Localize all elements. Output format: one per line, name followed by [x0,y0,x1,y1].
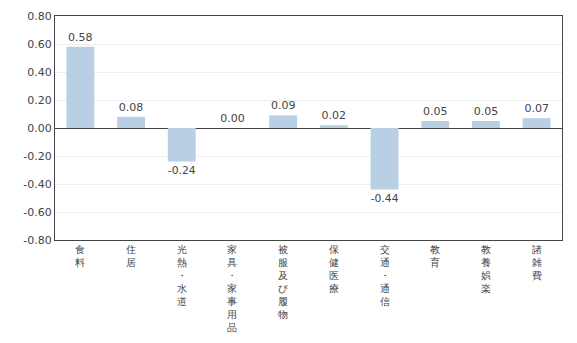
svg-text:-0.44: -0.44 [371,192,399,205]
svg-text:0.05: 0.05 [474,105,499,118]
svg-text:-0.60: -0.60 [23,206,51,219]
svg-text:諸雑費: 諸雑費 [532,244,542,281]
svg-text:0.40: 0.40 [27,66,52,79]
svg-text:食料: 食料 [75,244,85,268]
svg-text:保健医療: 保健医療 [329,244,339,294]
svg-text:0.00: 0.00 [27,122,52,135]
svg-text:0.05: 0.05 [423,105,448,118]
svg-text:0.00: 0.00 [220,112,245,125]
svg-text:光熱・水道: 光熱・水道 [177,244,187,307]
svg-text:-0.20: -0.20 [23,150,51,163]
svg-text:0.07: 0.07 [524,102,549,115]
svg-text:0.02: 0.02 [322,109,347,122]
svg-text:家具・家事用品: 家具・家事用品 [227,244,237,333]
svg-text:0.08: 0.08 [119,101,144,114]
svg-text:交通・通信: 交通・通信 [380,244,390,307]
svg-text:-0.40: -0.40 [23,178,51,191]
svg-text:教養娯楽: 教養娯楽 [481,244,491,294]
svg-text:-0.24: -0.24 [168,164,196,177]
svg-text:0.09: 0.09 [271,99,296,112]
svg-text:-0.80: -0.80 [23,234,51,247]
svg-text:0.20: 0.20 [27,94,52,107]
svg-text:教育: 教育 [430,244,440,268]
svg-text:被服及び履物: 被服及び履物 [278,244,289,320]
svg-text:0.58: 0.58 [68,31,93,44]
svg-text:0.60: 0.60 [27,38,52,51]
svg-text:住居: 住居 [126,244,136,268]
svg-text:0.80: 0.80 [27,10,52,23]
